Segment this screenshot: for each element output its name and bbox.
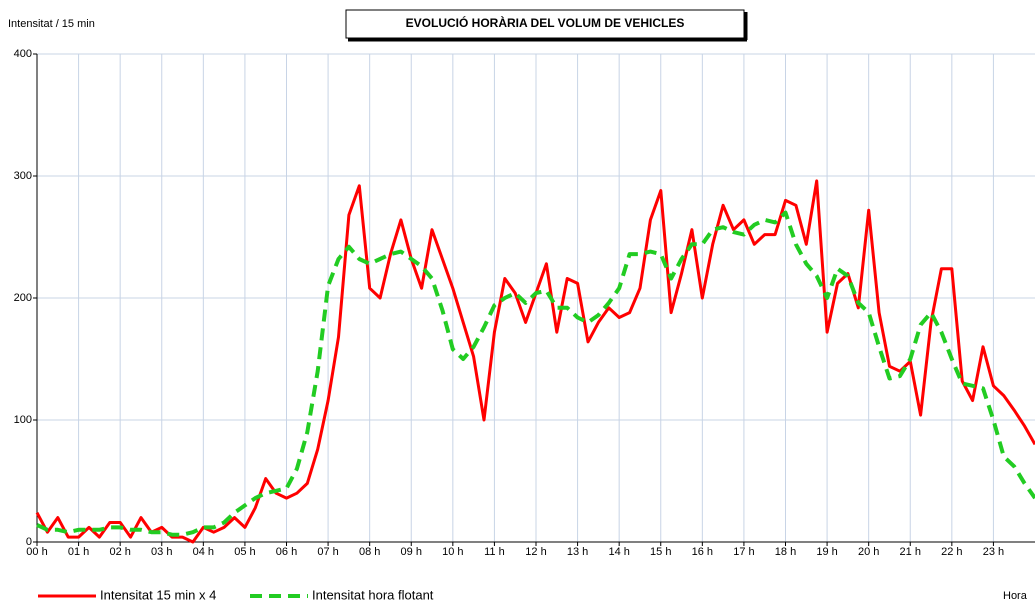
- x-tick-label: 22 h: [941, 546, 962, 558]
- legend-label: Intensitat hora flotant: [312, 587, 434, 602]
- x-tick-label: 10 h: [442, 546, 463, 558]
- x-tick-label: 00 h: [26, 546, 47, 558]
- x-tick-label: 06 h: [276, 546, 297, 558]
- y-tick-label: 100: [14, 414, 32, 426]
- y-tick-label: 0: [26, 536, 32, 548]
- x-tick-label: 21 h: [900, 546, 921, 558]
- y-tick-label: 300: [14, 170, 32, 182]
- data-line: [36, 210, 1035, 537]
- x-tick-label: 16 h: [692, 546, 713, 558]
- x-tick-label: 12 h: [525, 546, 546, 558]
- x-tick-label: 03 h: [151, 546, 172, 558]
- x-tick-label: 19 h: [816, 546, 837, 558]
- x-tick-label: 18 h: [775, 546, 796, 558]
- legend-label: Intensitat 15 min x 4: [100, 587, 216, 602]
- title-box: [345, 9, 745, 39]
- x-tick-label: 09 h: [401, 546, 422, 558]
- x-tick-label: 20 h: [858, 546, 879, 558]
- x-tick-label: 05 h: [234, 546, 255, 558]
- y-axis-label: Intensitat / 15 min: [8, 18, 95, 30]
- x-tick-label: 11 h: [484, 546, 505, 558]
- x-tick-label: 02 h: [109, 546, 130, 558]
- x-tick-label: 14 h: [608, 546, 629, 558]
- x-tick-label: 01 h: [68, 546, 89, 558]
- x-tick-label: 07 h: [317, 546, 338, 558]
- x-tick-label: 08 h: [359, 546, 380, 558]
- x-tick-label: 13 h: [567, 546, 588, 558]
- y-tick-label: 400: [14, 48, 32, 60]
- x-tick-label: 15 h: [650, 546, 671, 558]
- x-tick-label: 17 h: [733, 546, 754, 558]
- chart-title: EVOLUCIÓ HORÀRIA DEL VOLUM DE VEHICLES: [406, 15, 685, 30]
- x-axis-label: Hora: [1003, 590, 1028, 602]
- y-tick-label: 200: [14, 292, 32, 304]
- x-tick-label: 04 h: [193, 546, 214, 558]
- x-tick-label: 23 h: [983, 546, 1004, 558]
